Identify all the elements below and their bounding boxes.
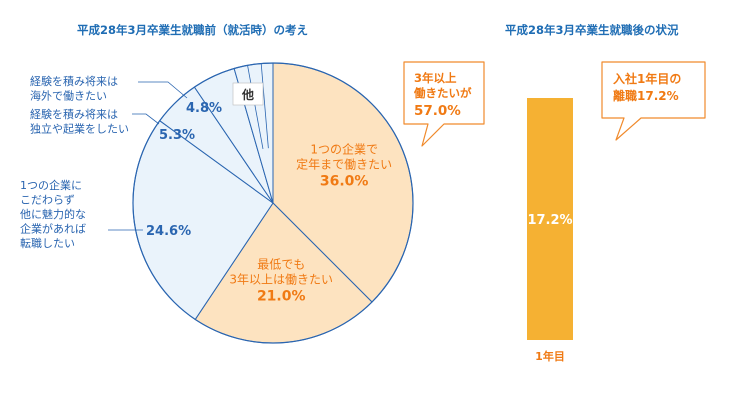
pie-slice-1-label-line-1: 3年以上は働きたい xyxy=(229,273,333,287)
pie-callout-text-line-1: 働きたいが xyxy=(413,86,472,100)
pie-slice-2-label-line-0: 1つの企業に xyxy=(20,178,82,192)
pie-slice-2-label-line-1: こだわらず xyxy=(20,194,75,207)
pie-slice-0-label-line-1: 定年まで働きたい xyxy=(296,157,392,172)
bar-callout-text-line-1: 離職17.2% xyxy=(613,88,679,103)
bar-0-value-label: 17.2% xyxy=(527,213,572,228)
pie-slice-1-value: 21.0% xyxy=(257,289,306,305)
pie-callout-text-line-0: 3年以上 xyxy=(414,71,457,85)
pie-slice-1-label-line-0: 最低でも xyxy=(257,258,305,272)
pie-callout-bubble xyxy=(403,61,485,147)
bar-category-label-0: 1年目 xyxy=(535,349,565,363)
bar-callout-bubble xyxy=(601,61,706,141)
pie-slice-2-label-line-4: 転職したい xyxy=(20,237,75,250)
pie-slice-3-label-line-0: 経験を積み将来は xyxy=(30,107,118,121)
pie-slice-4-value: 4.8% xyxy=(186,101,222,116)
pie-callout-value: 57.0% xyxy=(414,103,461,119)
bar-chart: 17.2% 1年目 xyxy=(527,98,573,363)
pie-outline xyxy=(132,62,414,344)
pie-other-divider-1 xyxy=(260,63,269,149)
pie-slice-4-leader xyxy=(138,81,188,99)
pie-chart xyxy=(132,62,414,344)
pie-chart-title: 平成28年3月卒業生就職前（就活時）の考え xyxy=(77,23,309,37)
pie-other-divider-0 xyxy=(247,65,264,149)
bar-chart-title: 平成28年3月卒業生就職後の状況 xyxy=(505,23,679,37)
pie-slice-5-label-box xyxy=(232,82,264,106)
pie-slice-0-label-line-0: 1つの企業で xyxy=(310,142,378,157)
pie-slice-4-label-line-0: 経験を積み将来は xyxy=(30,74,118,88)
pie-slice-3-leader xyxy=(132,113,160,125)
pie-slice-5-label-line-0: 他 xyxy=(241,87,254,102)
pie-slice-3-label-line-1: 独立や起業をしたい xyxy=(30,122,129,136)
bar-callout-text-line-0: 入社1年目の xyxy=(613,71,681,86)
pie-slice-0-value: 36.0% xyxy=(320,174,369,190)
pie-slice-2-value: 24.6% xyxy=(146,224,191,239)
bar-0 xyxy=(527,98,573,340)
pie-slice-3-value: 5.3% xyxy=(159,128,195,143)
pie-slice-2-label-line-2: 他に魅力的な xyxy=(20,207,86,221)
pie-slice-2-label-line-3: 企業があれば xyxy=(20,222,86,236)
pie-slice-4-label-line-1: 海外で働きたい xyxy=(30,89,107,103)
